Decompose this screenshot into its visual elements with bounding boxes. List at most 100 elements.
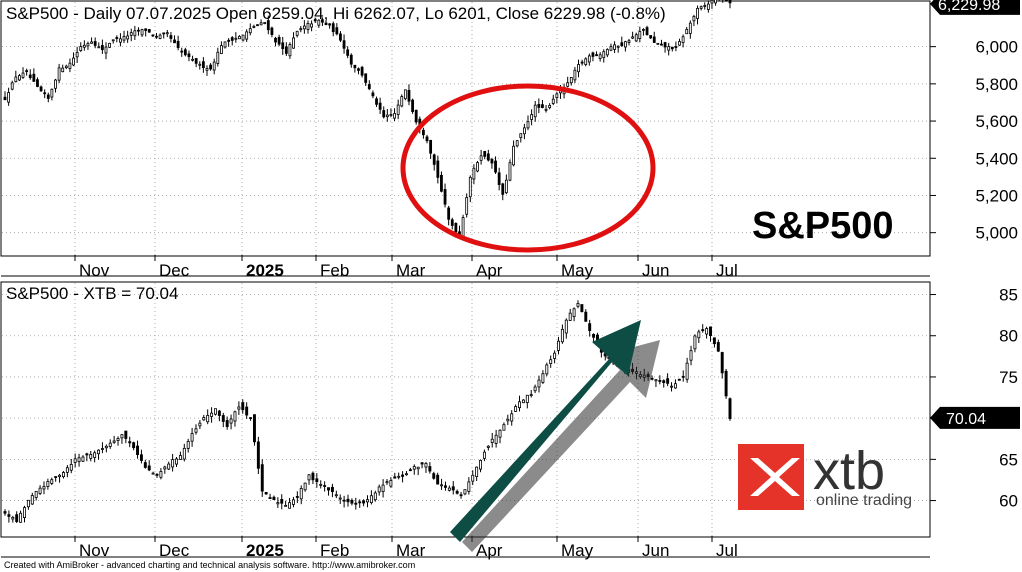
candle	[523, 123, 526, 140]
candle	[663, 41, 667, 53]
candle	[81, 455, 85, 462]
y-tick-label: 5,400	[975, 149, 1018, 168]
candle	[104, 444, 108, 453]
candle	[212, 58, 216, 75]
candle	[385, 108, 389, 122]
candle	[681, 34, 685, 48]
candle	[364, 73, 368, 86]
candle	[75, 46, 79, 63]
x-tick-label: Jul	[716, 261, 738, 280]
candle	[291, 496, 295, 508]
candle	[112, 435, 116, 444]
y-tick-label: 75	[999, 368, 1018, 387]
candle	[553, 350, 557, 364]
candle	[176, 35, 180, 51]
candle	[321, 17, 324, 27]
candle	[342, 34, 346, 54]
candle	[486, 445, 490, 451]
candle	[494, 156, 497, 174]
candle	[303, 482, 307, 492]
candle	[397, 472, 401, 480]
candle	[479, 459, 483, 473]
candle	[502, 422, 506, 431]
candle	[210, 407, 214, 423]
sp500-watermark: S&P500	[752, 205, 894, 247]
candle	[465, 193, 469, 218]
candle	[216, 47, 220, 67]
candle	[537, 98, 541, 114]
candle	[155, 473, 159, 478]
candle	[467, 477, 471, 495]
candle	[549, 355, 553, 368]
candle	[93, 450, 97, 463]
candle	[194, 424, 198, 435]
x-tick-label: Apr	[476, 261, 503, 280]
candle	[93, 37, 97, 49]
candle	[315, 473, 319, 488]
candle	[58, 473, 62, 483]
candle	[602, 49, 606, 63]
candle	[678, 38, 681, 46]
candle	[221, 412, 225, 428]
candle	[178, 451, 182, 460]
candle	[167, 461, 171, 471]
candle	[424, 461, 428, 473]
candle	[389, 108, 393, 118]
candle	[526, 115, 530, 131]
candle	[252, 24, 256, 29]
candle	[674, 41, 678, 52]
candle	[557, 336, 560, 355]
candle	[264, 492, 268, 495]
candle	[292, 32, 295, 49]
candle	[587, 53, 591, 66]
x-tick-label: Mar	[396, 261, 426, 280]
candle	[591, 51, 595, 62]
candle	[443, 481, 447, 491]
candle	[73, 453, 77, 468]
candle	[260, 459, 264, 497]
candle	[69, 458, 73, 474]
candle	[483, 150, 487, 160]
candle	[689, 345, 693, 366]
candle	[514, 404, 518, 412]
candle	[32, 68, 36, 82]
candle	[18, 73, 21, 82]
candle	[15, 511, 19, 524]
candle	[498, 429, 502, 444]
candle	[447, 485, 451, 492]
candle	[703, 2, 707, 10]
x-tick-label: May	[561, 261, 594, 280]
candle	[377, 484, 381, 496]
candle	[187, 50, 191, 62]
candle	[710, 0, 714, 9]
candle	[136, 440, 139, 459]
candle	[280, 494, 284, 510]
trend-arrow	[450, 320, 660, 552]
candle	[39, 85, 43, 92]
candle	[714, 0, 717, 6]
candle	[259, 19, 263, 26]
candle	[566, 76, 570, 88]
candle	[72, 52, 75, 67]
candle	[569, 77, 573, 86]
candle	[609, 43, 613, 52]
candle	[366, 495, 369, 508]
candle	[412, 464, 416, 475]
candle	[349, 53, 353, 68]
candle	[205, 65, 209, 76]
candle	[89, 450, 93, 462]
candle	[328, 23, 332, 29]
candle	[28, 69, 32, 80]
candle	[165, 30, 169, 38]
candle	[400, 94, 404, 108]
x-tick-label: Dec	[159, 261, 190, 280]
x-tick-label: May	[561, 541, 594, 560]
candle	[642, 28, 645, 36]
candle	[155, 32, 158, 39]
candle	[234, 32, 238, 43]
candle	[120, 434, 124, 444]
candle	[515, 140, 519, 148]
candle	[68, 58, 72, 73]
candle	[544, 105, 548, 113]
